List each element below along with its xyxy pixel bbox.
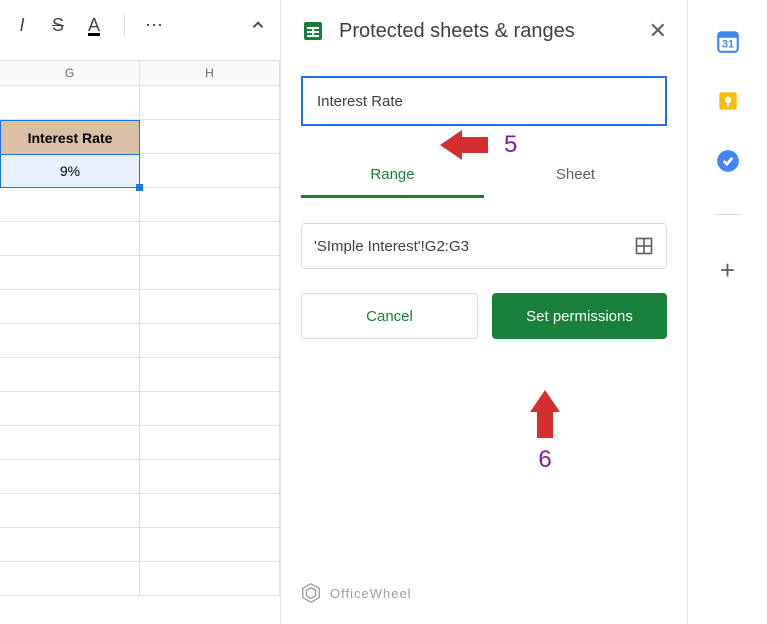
cell[interactable]	[0, 188, 140, 222]
panel-header: Protected sheets & ranges ✕	[301, 18, 667, 44]
cell[interactable]	[0, 222, 140, 256]
cell[interactable]	[140, 562, 280, 596]
cell[interactable]	[0, 460, 140, 494]
description-input[interactable]	[301, 76, 667, 126]
italic-button[interactable]: I	[12, 15, 32, 35]
format-toolbar: I S A ⋯	[0, 0, 280, 50]
annotation-arrow-6: 6	[530, 390, 560, 474]
column-header-h[interactable]: H	[140, 61, 280, 85]
cell[interactable]	[140, 256, 280, 290]
side-panel-rail: 31 +	[687, 0, 767, 624]
cell[interactable]	[140, 324, 280, 358]
strikethrough-button[interactable]: S	[48, 15, 68, 35]
cell-g2-header[interactable]: Interest Rate	[0, 120, 140, 154]
cell[interactable]	[0, 290, 140, 324]
watermark-icon	[300, 582, 322, 604]
cell[interactable]	[140, 154, 280, 188]
rail-separator	[714, 214, 742, 215]
watermark: OfficeWheel	[300, 582, 412, 604]
cell[interactable]	[0, 562, 140, 596]
close-panel-button[interactable]: ✕	[649, 18, 667, 44]
spreadsheet-grid[interactable]: G H Interest Rate 9%	[0, 60, 280, 596]
svg-text:31: 31	[721, 39, 733, 51]
tasks-icon[interactable]	[715, 148, 741, 174]
cell[interactable]	[140, 86, 280, 120]
cell[interactable]	[0, 86, 140, 120]
add-on-button[interactable]: +	[720, 255, 735, 286]
panel-title: Protected sheets & ranges	[339, 20, 635, 43]
arrow-left-icon	[440, 130, 490, 160]
cell[interactable]	[140, 392, 280, 426]
annotation-number-6: 6	[538, 446, 551, 474]
range-input[interactable]: 'SImple Interest'!G2:G3	[314, 238, 634, 255]
column-header-g[interactable]: G	[0, 61, 140, 85]
tab-sheet[interactable]: Sheet	[484, 154, 667, 198]
cell[interactable]	[0, 494, 140, 528]
annotation-arrow-5: 5	[440, 130, 517, 160]
cancel-button[interactable]: Cancel	[301, 293, 478, 339]
tab-range[interactable]: Range	[301, 154, 484, 198]
cell-g3-value[interactable]: 9%	[0, 154, 140, 188]
arrow-up-icon	[530, 390, 560, 440]
cell[interactable]	[140, 460, 280, 494]
select-range-icon[interactable]	[634, 236, 654, 256]
text-color-button[interactable]: A	[84, 15, 104, 35]
toolbar-separator	[124, 14, 125, 36]
range-input-row: 'SImple Interest'!G2:G3	[301, 223, 667, 269]
sheets-icon	[301, 19, 325, 43]
cell[interactable]	[140, 120, 280, 154]
watermark-text: OfficeWheel	[330, 586, 412, 601]
annotation-number-5: 5	[504, 131, 517, 159]
cell[interactable]	[0, 358, 140, 392]
more-button[interactable]: ⋯	[145, 15, 165, 35]
cell[interactable]	[0, 528, 140, 562]
cell[interactable]	[140, 426, 280, 460]
protection-tabs: Range Sheet	[301, 154, 667, 199]
cell[interactable]	[0, 256, 140, 290]
collapse-toolbar-button[interactable]	[248, 15, 268, 35]
cell[interactable]	[0, 392, 140, 426]
keep-icon[interactable]	[715, 88, 741, 114]
panel-buttons: Cancel Set permissions	[301, 293, 667, 339]
cell[interactable]	[140, 494, 280, 528]
cell[interactable]	[140, 188, 280, 222]
cell[interactable]	[140, 358, 280, 392]
calendar-icon[interactable]: 31	[715, 28, 741, 54]
cell[interactable]	[140, 528, 280, 562]
protected-ranges-panel: Protected sheets & ranges ✕ Range Sheet …	[280, 0, 687, 624]
set-permissions-button[interactable]: Set permissions	[492, 293, 667, 339]
cell[interactable]	[0, 324, 140, 358]
cell[interactable]	[0, 426, 140, 460]
column-headers: G H	[0, 60, 280, 86]
cell[interactable]	[140, 222, 280, 256]
cell[interactable]	[140, 290, 280, 324]
